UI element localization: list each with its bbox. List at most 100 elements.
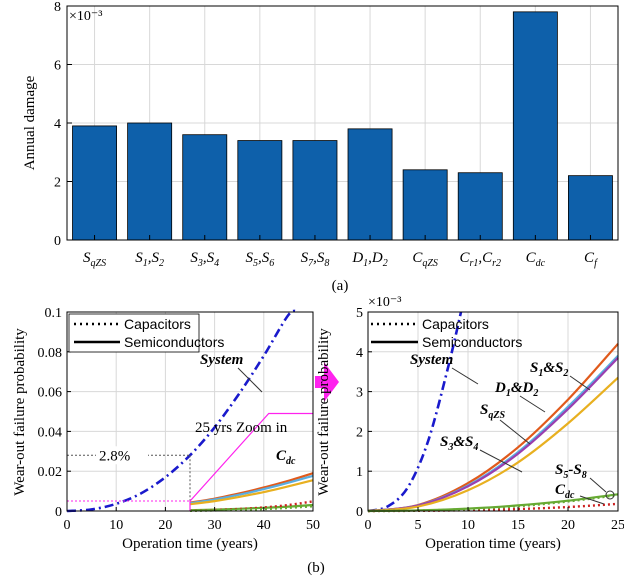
x-tick-label-sub: 2 [383, 258, 388, 269]
x-tick-label-sub: r1 [469, 258, 478, 269]
panel-b-right-xlabel: Operation time (years) [425, 536, 561, 552]
s5s8-label-main: S [555, 462, 563, 478]
s1s2-label-main: S [530, 360, 538, 376]
panel-b-right-x-ticks: 0 5 10 15 20 25 [365, 507, 624, 533]
y-tick-label: 0 [54, 234, 61, 249]
x-tick-label-main: S [135, 250, 143, 266]
panel-b-right-y-ticks: 0 1 2 3 4 5 [356, 306, 372, 520]
s5s8-label-main: -S [568, 462, 581, 478]
panel-b-left-x-ticks: 0 10 20 30 40 50 [64, 507, 320, 533]
x-tick-label-main: C [584, 250, 595, 266]
y-tick-label: 0 [55, 505, 62, 520]
s5s8-label-sub: 5 [563, 470, 568, 481]
x-tick-label: 30 [208, 518, 222, 533]
bar [347, 128, 393, 241]
s1s2-pointer [569, 375, 591, 391]
x-tick-label-sub: 1 [143, 258, 148, 269]
series-semi-1 [189, 472, 314, 504]
x-tick-label-sub: r2 [492, 258, 501, 269]
panel-b-right-series [367, 311, 619, 513]
x-tick-label: 15 [511, 518, 525, 533]
x-tick-label-main: S [190, 250, 198, 266]
x-tick-label-sub: dc [536, 258, 546, 269]
d1d2-label-sub: 1 [506, 388, 511, 399]
legend-semiconductors-label: Semiconductors [124, 334, 224, 350]
sqzs-label-main: S [480, 402, 488, 418]
y-tick-label: 0 [356, 505, 363, 520]
panel-b-right-ylabel: Wear-out failure probability [316, 328, 332, 496]
panel-b-label: (b) [307, 560, 325, 576]
bar [72, 125, 117, 241]
x-tick-label-sub: 5 [253, 258, 258, 269]
x-tick-label-main: ,S [148, 250, 160, 266]
series-semi-3 [189, 479, 314, 506]
cdc-label-sub: dc [565, 490, 575, 501]
x-tick-label: Cf [584, 250, 598, 269]
cdc-label-main: C [555, 482, 566, 498]
x-tick-label: 25 [611, 518, 624, 533]
d1d2-label-sub: 2 [532, 388, 538, 399]
panel-b-left-frame [66, 311, 314, 512]
x-tick-label-main: S [301, 250, 309, 266]
years-label: 25 yrs [195, 420, 232, 436]
system-label: System [410, 352, 453, 368]
d1d2-label-main: D [494, 380, 506, 396]
s5s8-pointer [589, 477, 607, 493]
panel-a-label: (a) [332, 278, 349, 294]
x-tick-label: 0 [365, 518, 372, 533]
bar [457, 172, 503, 241]
x-tick-label: Cdc [526, 250, 546, 269]
zoom-arrow-icon [315, 362, 339, 402]
x-tick-label-main: C [526, 250, 537, 266]
bar [512, 11, 558, 241]
panel-b-left-legend: Capacitors Semiconductors [68, 313, 224, 353]
s1s2-label-main: &S [543, 360, 563, 376]
legend-capacitors-label: Capacitors [124, 316, 191, 332]
s3s4-label-sub: 4 [472, 442, 478, 453]
bar [568, 175, 613, 241]
x-tick-label: 10 [109, 518, 123, 533]
series-s3s4 [367, 376, 619, 513]
s3s4-label: S3&S4 [440, 434, 478, 453]
legend-capacitors-label: Capacitors [422, 316, 489, 332]
s1s2-label: S1&S2 [530, 360, 568, 379]
cdc-label: Cdc [555, 482, 575, 501]
series-cap-2 [189, 505, 314, 512]
x-tick-label-main: C [412, 250, 423, 266]
y-tick-label: 2 [54, 176, 61, 191]
cdc-label: Cdc [276, 448, 296, 467]
x-tick-label-sub: 6 [269, 258, 274, 269]
bar [237, 140, 283, 241]
x-tick-label-main: S [245, 250, 253, 266]
panel-a-x-ticks: SqZS S1,S2 S3,S4 S5,S6 S7,S8 D1,D2 CqZS Cr1,Cr2… [83, 235, 598, 269]
s3s4-pointer [479, 449, 523, 473]
x-tick-label-sub: qZS [91, 258, 107, 269]
bar [292, 140, 338, 241]
x-tick-label-main: ,D [368, 250, 383, 266]
percent-label-bg [96, 446, 148, 465]
y-tick-label: 5 [356, 306, 363, 321]
x-tick-label: S3,S4 [190, 250, 219, 269]
panel-b-right-frame [367, 311, 619, 512]
sqzs-label-sub: qZS [488, 410, 505, 421]
x-tick-label-sub: 3 [197, 258, 203, 269]
cdc-label-main: C [276, 448, 287, 464]
x-tick-label: D1,D2 [351, 250, 387, 269]
zoom-leader-line [189, 412, 313, 511]
s5s8-label: S5-S8 [555, 462, 587, 481]
x-tick-label: CqZS [412, 250, 438, 269]
x-tick-label-main: D [351, 250, 363, 266]
y-tick-label: 0.06 [38, 386, 63, 401]
percent-label-text: 2.8% [99, 448, 130, 464]
panel-b-left-ylabel: Wear-out failure probability [12, 328, 28, 496]
series-s1s2 [367, 343, 619, 513]
panel-b-left-y-ticks: 0 0.02 0.04 0.06 0.08 0.1 [38, 306, 71, 520]
x-tick-label: S7,S8 [301, 250, 330, 269]
x-tick-label-sub: 4 [214, 258, 219, 269]
bar [402, 169, 448, 241]
x-tick-label-main: ,S [258, 250, 270, 266]
legend-box [68, 313, 200, 353]
s1s2-label-sub: 2 [562, 368, 568, 379]
